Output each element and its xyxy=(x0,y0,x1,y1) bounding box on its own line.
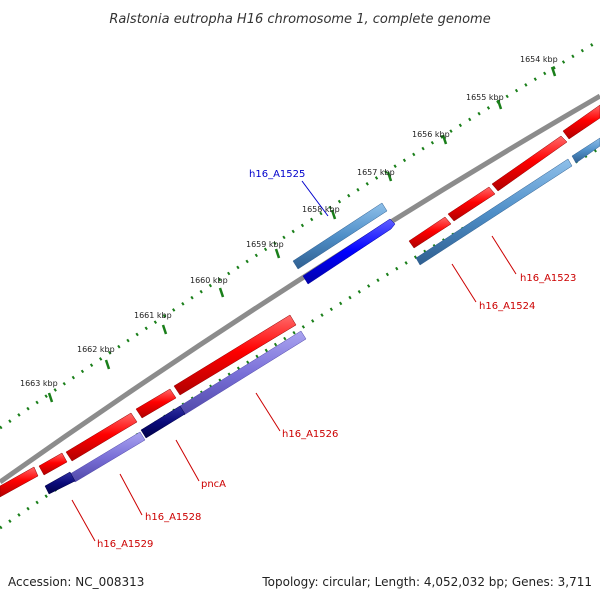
gene-steel-right[interactable] xyxy=(415,137,600,266)
major-tick xyxy=(496,99,503,110)
tick-label: 1661 kbp xyxy=(134,311,172,320)
major-tick xyxy=(550,66,557,77)
gene-h16_A1526[interactable] xyxy=(173,314,297,396)
accession-text: Accession: NC_008313 xyxy=(8,575,144,589)
map-title: Ralstonia eutropha H16 chromosome 1, com… xyxy=(109,12,490,27)
leader-line xyxy=(175,439,200,482)
major-ticks xyxy=(47,66,557,403)
gene-navy-left[interactable] xyxy=(44,405,186,495)
major-tick xyxy=(330,209,337,220)
gene-h16_A1523[interactable] xyxy=(491,104,600,192)
gene-label-h16_A1524[interactable]: h16_A1524 xyxy=(479,301,535,312)
chromosome-backbone xyxy=(0,93,600,485)
leader-line xyxy=(119,473,143,516)
major-tick xyxy=(386,171,393,182)
gene-label-pncA[interactable]: pncA xyxy=(201,479,226,490)
tick-label: 1655 kbp xyxy=(466,93,504,102)
tick-label: 1663 kbp xyxy=(20,379,58,388)
genome-summary-text: Topology: circular; Length: 4,052,032 bp… xyxy=(261,575,592,589)
gene-label-h16_A1528[interactable]: h16_A1528 xyxy=(145,512,201,523)
tick-label: 1657 kbp xyxy=(357,168,395,177)
major-tick xyxy=(274,248,281,259)
tick-label: 1654 kbp xyxy=(520,55,558,64)
gene-pncA[interactable] xyxy=(135,388,177,419)
major-tick xyxy=(441,134,448,145)
tick-label: 1658 kbp xyxy=(302,205,340,214)
gene-h16_A1528[interactable] xyxy=(65,412,138,462)
leader-line xyxy=(491,235,517,275)
tick-label: 1662 kbp xyxy=(77,345,115,354)
tick-label: 1660 kbp xyxy=(190,276,228,285)
gene-h16_A1525[interactable] xyxy=(292,202,396,285)
leader-line xyxy=(71,499,96,542)
scale-track-outer xyxy=(0,38,600,430)
major-tick xyxy=(218,287,225,298)
major-tick xyxy=(104,359,111,370)
gene-label-h16_A1526[interactable]: h16_A1526 xyxy=(282,429,338,440)
major-tick xyxy=(161,324,168,335)
gene-h16_A1529[interactable] xyxy=(0,452,68,498)
gene-label-h16_A1523[interactable]: h16_A1523 xyxy=(520,273,576,284)
leader-line xyxy=(301,180,329,217)
gene-label-h16_A1529[interactable]: h16_A1529 xyxy=(97,539,153,550)
major-tick xyxy=(47,392,54,403)
tick-label: 1656 kbp xyxy=(412,130,450,139)
leader-line xyxy=(255,392,281,432)
leader-line xyxy=(451,263,477,303)
gene-label-h16_A1525[interactable]: h16_A1525 xyxy=(249,169,305,180)
gene-h16_A1524[interactable] xyxy=(408,186,496,249)
tick-label: 1659 kbp xyxy=(246,240,284,249)
